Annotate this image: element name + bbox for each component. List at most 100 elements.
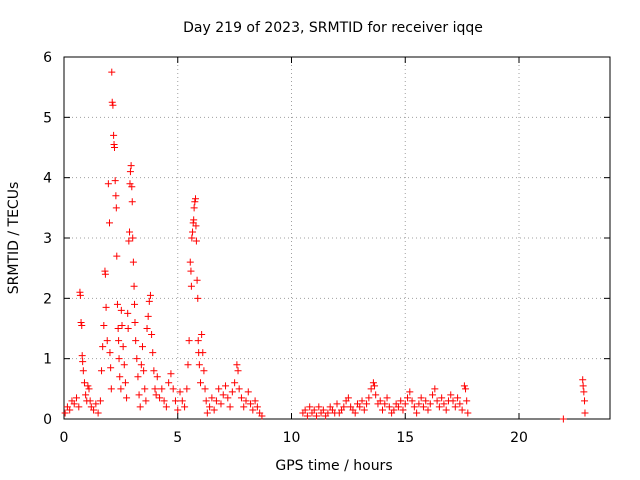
data-point [224,394,232,402]
data-point [249,406,257,414]
data-point [215,385,223,393]
data-point [167,370,175,378]
data-point [149,349,157,357]
data-point [80,379,88,387]
data-point [390,406,398,414]
data-point [394,403,402,411]
data-point [247,400,255,408]
data-point [397,397,405,405]
data-point [125,237,133,245]
data-point [115,337,123,345]
data-point [433,397,441,405]
data-point [112,204,120,212]
data-point [580,388,588,396]
data-point [169,385,177,393]
data-point [447,391,455,399]
data-point [435,403,443,411]
data-point [162,403,170,411]
data-point [363,400,371,408]
data-point [145,297,153,305]
data-point [113,252,121,260]
data-point [190,216,198,224]
data-point [222,382,230,390]
data-point [187,282,195,290]
data-point [129,258,137,266]
data-point [194,337,202,345]
data-point [61,409,69,417]
data-point [203,409,211,417]
data-point [79,367,87,375]
data-point [454,394,462,402]
y-tick-label: 3 [43,231,52,247]
data-point [152,391,160,399]
data-point [114,325,122,332]
data-point [118,321,126,329]
data-point [442,406,450,414]
data-point [129,234,137,242]
data-point [191,195,199,203]
data-point [415,400,423,408]
data-point [358,397,366,405]
data-point [104,180,112,188]
data-point [579,382,587,390]
data-point [410,403,418,411]
y-tick-label: 6 [43,50,52,66]
data-point [417,394,425,402]
data-point [429,391,437,399]
x-tick-label: 10 [283,430,301,446]
data-point [151,385,159,393]
data-point [116,373,124,381]
data-point [144,312,152,320]
data-point [107,364,115,372]
data-point [106,349,114,357]
data-point [313,412,321,420]
data-point [191,198,199,206]
data-point [208,394,216,402]
data-point [210,406,218,414]
x-tick-label: 0 [60,430,69,446]
data-point [192,222,200,230]
data-point [98,367,106,375]
data-point [110,131,118,139]
data-point [240,403,248,411]
x-tick-label: 15 [396,430,414,446]
data-point [201,385,209,393]
data-point [108,98,116,106]
data-point [137,361,145,369]
data-point [130,282,138,290]
data-point [133,355,141,363]
data-point [103,337,111,345]
data-point [194,294,202,302]
data-point [200,367,208,375]
data-point [463,397,471,405]
data-point [199,349,207,357]
data-point [413,409,421,417]
data-point [372,391,380,399]
data-point [126,168,134,176]
y-tick-label: 5 [43,110,52,126]
data-point [192,237,200,245]
y-tick-label: 1 [43,352,52,368]
data-point [115,355,123,363]
data-point [581,409,589,417]
data-point [111,144,119,151]
data-point [464,409,472,417]
data-point [458,406,466,414]
data-point [212,397,220,405]
data-point [190,204,198,212]
data-point [124,325,132,332]
data-point [171,397,179,405]
data-point [102,303,110,311]
data-point [94,409,102,417]
data-point [438,394,446,402]
data-point [128,198,136,206]
data-point [351,409,359,417]
grid [64,57,610,419]
data-point [73,394,81,402]
data-point [385,403,393,411]
data-point [86,397,94,405]
data-point [176,388,184,396]
data-point [111,177,119,185]
data-point [158,385,166,393]
